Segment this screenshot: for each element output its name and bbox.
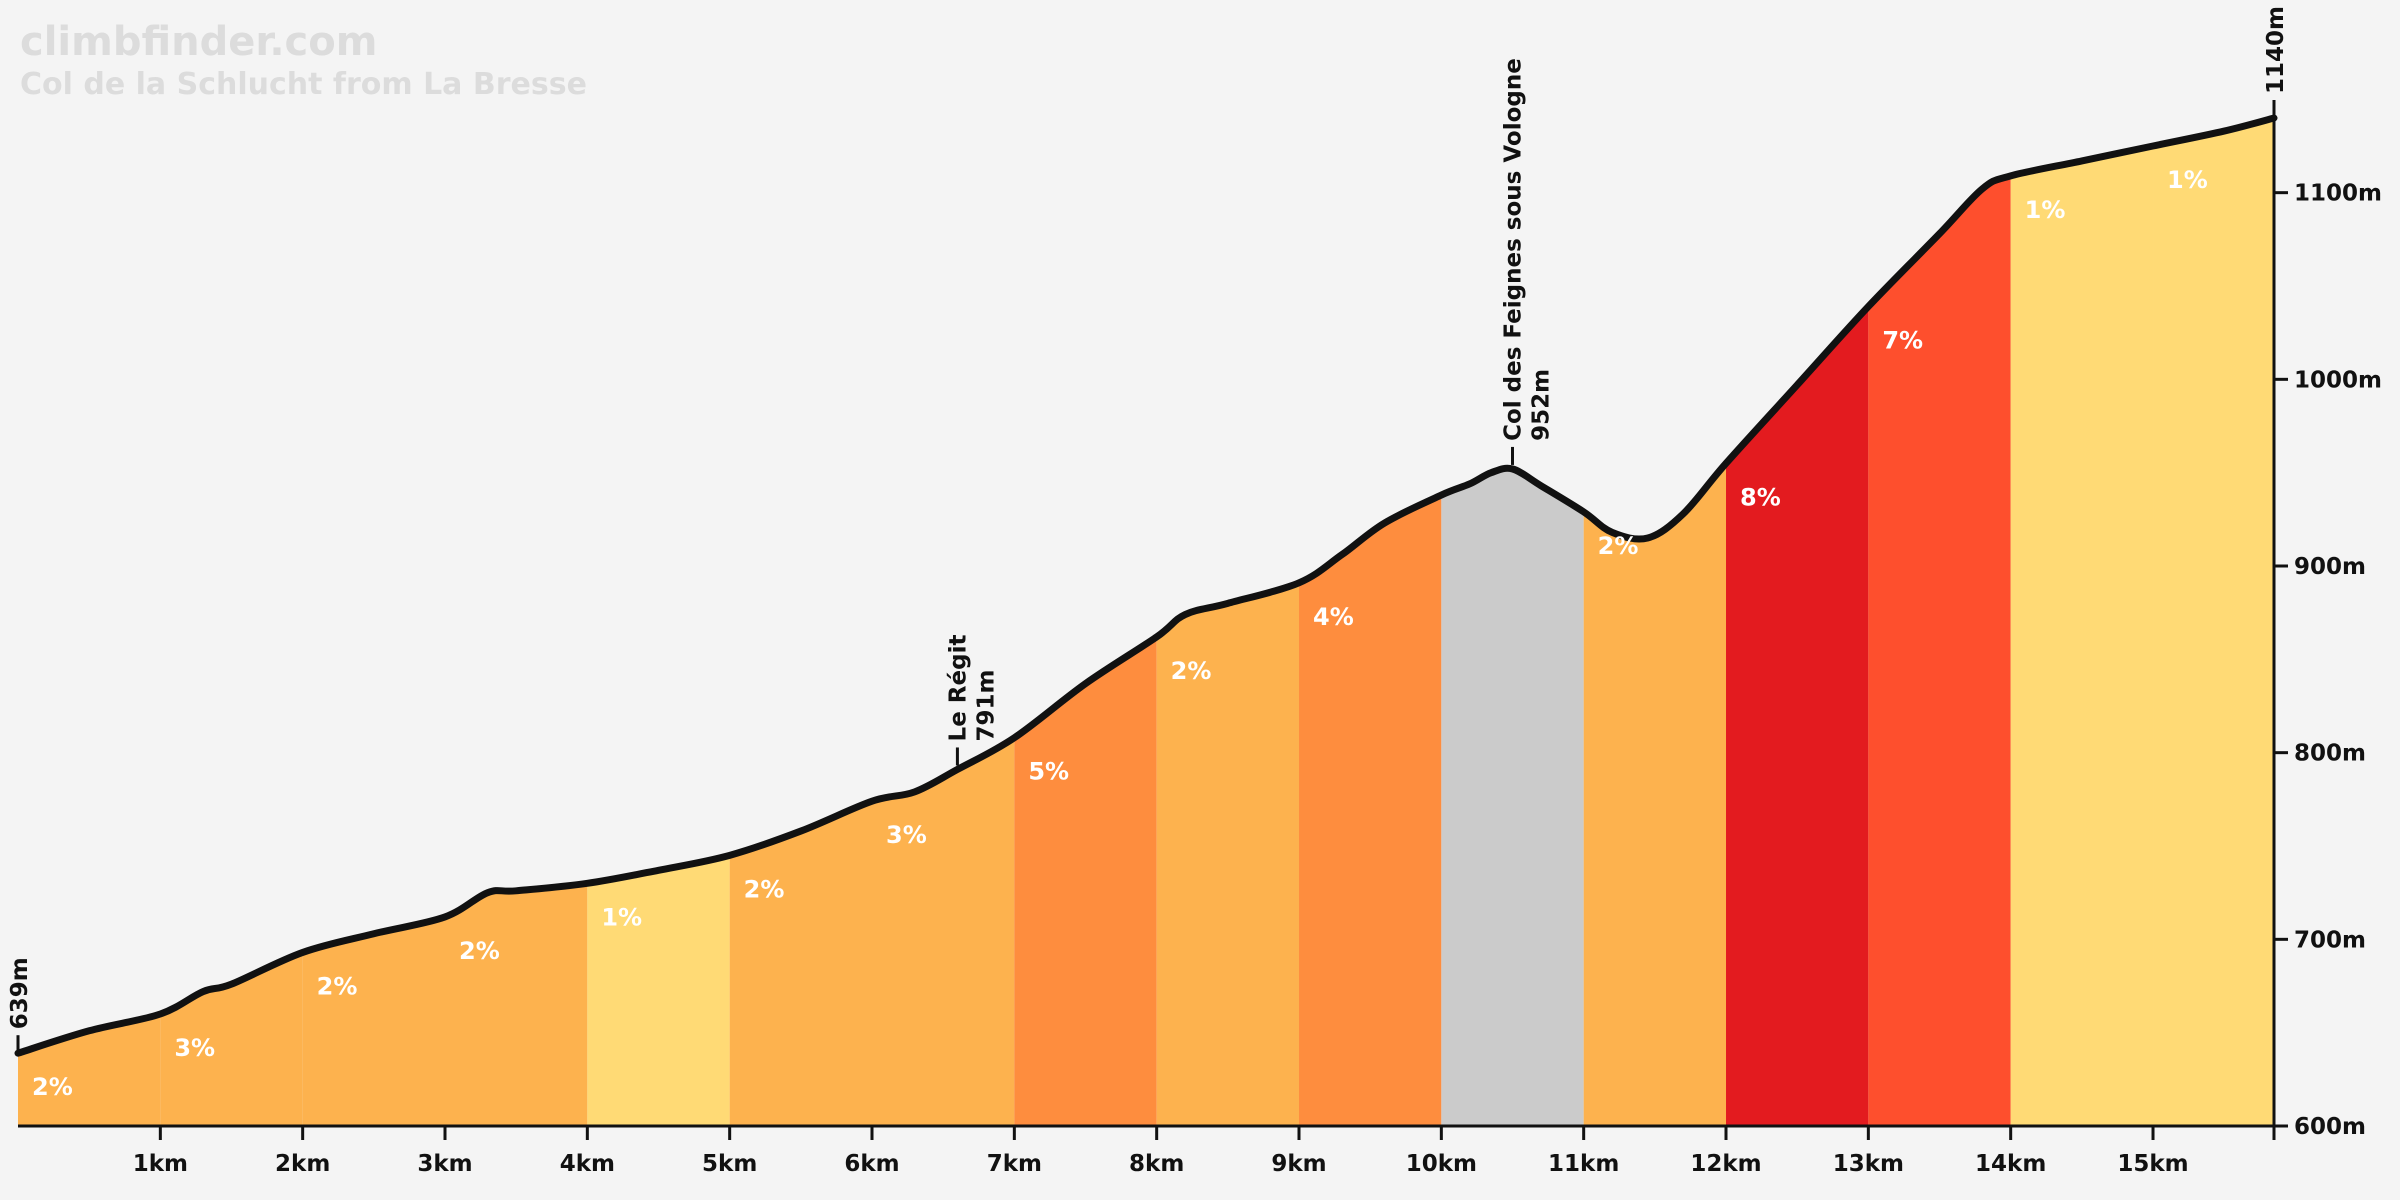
x-tick-label-14: 14km [1975, 1151, 2046, 1177]
waypoint-label-2-line-2: 952m [1529, 369, 1555, 441]
gradient-segment-12 [1583, 118, 1727, 1126]
x-tick-label-2: 2km [275, 1151, 330, 1177]
gradient-segment-15 [2010, 118, 2154, 1126]
gradient-segment-7 [872, 118, 1015, 1126]
gradient-segment-16 [2153, 118, 2274, 1126]
x-tick-label-7: 7km [987, 1151, 1042, 1177]
gradient-segment-1 [18, 118, 161, 1126]
gradient-label-7: 3% [886, 821, 927, 849]
gradient-label-15: 1% [2025, 196, 2066, 224]
start-elevation-label-line-1: 639m [7, 957, 33, 1029]
gradient-label-6: 2% [744, 875, 785, 903]
waypoint-label-1-line-1: Le Régit [945, 635, 971, 742]
gradient-segment-9 [1156, 118, 1300, 1126]
y-tick-label-3: 800m [2294, 741, 2366, 767]
gradient-segment-2 [160, 118, 303, 1126]
gradient-label-2: 3% [174, 1034, 215, 1062]
x-tick-label-3: 3km [417, 1151, 472, 1177]
gradient-segment-14 [1868, 118, 2011, 1126]
x-tick-label-13: 13km [1833, 1151, 1904, 1177]
x-tick-label-11: 11km [1548, 1151, 1619, 1177]
x-tick-label-4: 4km [560, 1151, 615, 1177]
gradient-label-9: 2% [1171, 657, 1212, 685]
gradient-label-16: 1% [2167, 166, 2208, 194]
waypoint-label-1: Le Régit 791m [945, 635, 999, 742]
gradient-label-5: 1% [601, 903, 642, 931]
gradient-label-14: 7% [1882, 327, 1923, 355]
gradient-segment-3 [302, 118, 446, 1126]
x-tick-label-5: 5km [702, 1151, 757, 1177]
y-tick-label-2: 700m [2294, 927, 2366, 953]
waypoint-label-1-line-2: 791m [973, 669, 999, 741]
x-tick-label-8: 8km [1129, 1151, 1184, 1177]
gradient-segment-8 [1014, 118, 1157, 1126]
gradient-segment-6 [729, 118, 873, 1126]
x-tick-label-10: 10km [1406, 1151, 1477, 1177]
gradient-label-4: 2% [459, 937, 500, 965]
gradient-segment-5 [587, 118, 730, 1126]
waypoint-label-2-line-1: Col des Feignes sous Vologne [1501, 58, 1527, 441]
x-tick-label-1: 1km [133, 1151, 188, 1177]
y-tick-label-6: 1100m [2294, 181, 2382, 207]
end-elevation-label-line-1: 1140m [2263, 6, 2289, 94]
y-tick-label-1: 600m [2294, 1114, 2366, 1140]
site-logo-text: climbfinder.com [20, 19, 378, 65]
gradient-label-12: 2% [1598, 532, 1639, 560]
climb-title: Col de la Schlucht from La Bresse [20, 67, 587, 102]
gradient-label-13: 8% [1740, 483, 1781, 511]
branding: climbfinder.com Col de la Schlucht from … [20, 18, 587, 104]
gradient-label-3: 2% [317, 972, 358, 1000]
waypoint-label-2: Col des Feignes sous Vologne 952m [1501, 58, 1555, 441]
x-tick-label-15: 15km [2117, 1151, 2188, 1177]
y-tick-label-5: 1000m [2294, 367, 2382, 393]
y-tick-label-4: 900m [2294, 554, 2366, 580]
x-tick-label-6: 6km [844, 1151, 899, 1177]
gradient-segment-13 [1726, 118, 1869, 1126]
gradient-label-10: 4% [1313, 603, 1354, 631]
gradient-segment-10 [1299, 118, 1442, 1126]
end-elevation-label: 1140m [2263, 6, 2289, 94]
elevation-profile-line [14, 114, 2278, 1057]
gradient-label-1: 2% [32, 1073, 73, 1101]
x-tick-label-12: 12km [1690, 1151, 1761, 1177]
x-tick-label-9: 9km [1271, 1151, 1326, 1177]
gradient-label-8: 5% [1028, 758, 1069, 786]
start-elevation-label: 639m [7, 957, 33, 1029]
